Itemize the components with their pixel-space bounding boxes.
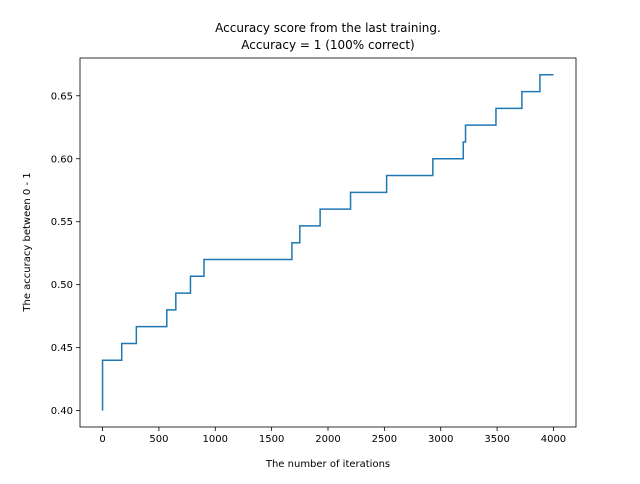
x-tick-label: 1000 xyxy=(203,434,228,445)
y-tick-label: 0.40 xyxy=(51,406,73,417)
x-tick-label: 4000 xyxy=(541,434,566,445)
y-tick-label: 0.60 xyxy=(51,154,73,165)
y-tick-label: 0.55 xyxy=(51,217,73,228)
plot-area: 0 500 1000 1500 2000 2500 3000 3500 4000 0.40 0.45… xyxy=(51,57,577,445)
y-axis-label: The accuracy between 0 - 1 xyxy=(22,172,33,312)
x-tick-label: 500 xyxy=(149,434,168,445)
chart-subtitle: Accuracy = 1 (100% correct) xyxy=(241,38,414,52)
x-tick-label: 3000 xyxy=(428,434,453,445)
x-axis-label: The number of iterations xyxy=(265,459,390,470)
x-tick-label: 1500 xyxy=(259,434,284,445)
x-tick-label: 2000 xyxy=(315,434,340,445)
series-line-0 xyxy=(101,74,554,411)
chart-title: Accuracy score from the last training. xyxy=(215,21,441,35)
x-tick-label: 0 xyxy=(99,434,105,445)
x-tick-label: 2500 xyxy=(372,434,397,445)
y-tick-label: 0.65 xyxy=(51,91,73,102)
x-tick-label: 3500 xyxy=(484,434,509,445)
y-tick-label: 0.45 xyxy=(51,343,73,354)
y-tick-label: 0.50 xyxy=(51,280,73,291)
